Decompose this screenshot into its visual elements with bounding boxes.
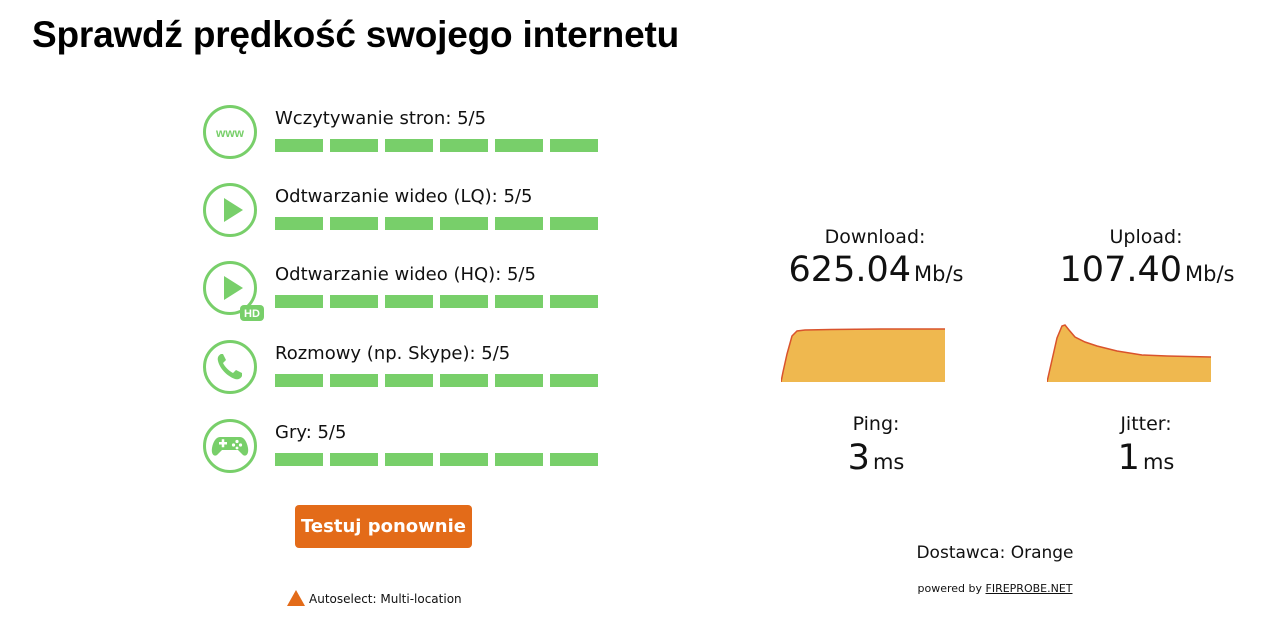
quality-row-video-hq: HD Odtwarzanie wideo (HQ): 5/5	[203, 261, 598, 321]
score-segment	[550, 139, 598, 152]
quality-label: Rozmowy (np. Skype): 5/5	[275, 343, 511, 364]
score-segment	[275, 453, 323, 466]
score-segment	[275, 139, 323, 152]
score-segment	[385, 374, 433, 387]
ping-value: 3 ms	[746, 438, 1006, 478]
upload-unit: Mb/s	[1185, 262, 1235, 286]
score-segment	[440, 453, 488, 466]
upload-label: Upload:	[1109, 226, 1183, 248]
score-segment	[495, 295, 543, 308]
score-segment	[495, 453, 543, 466]
jitter-value: 1 ms	[1016, 438, 1276, 478]
page-title: Sprawdź prędkość swojego internetu	[32, 14, 679, 55]
autoselect-label: Autoselect: Multi-location	[309, 592, 462, 606]
download-graph	[781, 328, 945, 382]
quality-label: Odtwarzanie wideo (HQ): 5/5	[275, 264, 536, 285]
ping-number: 3	[847, 438, 870, 478]
score-segment	[550, 453, 598, 466]
jitter-label: Jitter:	[1120, 413, 1172, 435]
score-segment	[330, 217, 378, 230]
powered-by: powered by FIREPROBE.NET	[895, 582, 1095, 595]
svg-text:www: www	[215, 126, 245, 140]
quality-label: Odtwarzanie wideo (LQ): 5/5	[275, 186, 533, 207]
score-segment	[330, 453, 378, 466]
score-segment	[385, 295, 433, 308]
retest-button[interactable]: Testuj ponownie	[295, 505, 472, 548]
phone-icon	[203, 340, 257, 394]
quality-row-calls: Rozmowy (np. Skype): 5/5	[203, 340, 598, 400]
score-segment	[275, 217, 323, 230]
ping-label: Ping:	[852, 413, 900, 435]
jitter-unit: ms	[1142, 450, 1175, 474]
powered-by-prefix: powered by	[917, 582, 983, 595]
score-segment	[330, 295, 378, 308]
www-icon: www	[203, 105, 257, 159]
quality-row-video-lq: Odtwarzanie wideo (LQ): 5/5	[203, 183, 598, 243]
play-hd-icon: HD	[203, 261, 264, 321]
upload-value: 107.40 Mb/s	[1017, 250, 1277, 290]
score-segment	[495, 217, 543, 230]
score-segment	[440, 295, 488, 308]
score-segment	[275, 295, 323, 308]
score-segment	[275, 374, 323, 387]
quality-row-games: Gry: 5/5	[203, 419, 598, 479]
score-segment	[550, 217, 598, 230]
score-segment	[440, 374, 488, 387]
score-segment	[385, 139, 433, 152]
quality-label: Wczytywanie stron: 5/5	[275, 108, 487, 129]
score-segment	[330, 139, 378, 152]
score-segment	[495, 139, 543, 152]
download-unit: Mb/s	[914, 262, 964, 286]
provider-label: Dostawca: Orange	[916, 543, 1074, 563]
score-segment	[440, 139, 488, 152]
svg-text:HD: HD	[244, 308, 260, 320]
server-autoselect[interactable]: Autoselect: Multi-location	[287, 590, 462, 609]
warning-triangle-icon	[287, 590, 305, 609]
play-icon	[203, 183, 257, 237]
download-label: Download:	[824, 226, 926, 248]
score-segment	[550, 374, 598, 387]
score-segment	[330, 374, 378, 387]
quality-label: Gry: 5/5	[275, 422, 347, 443]
download-value: 625.04 Mb/s	[746, 250, 1006, 290]
gamepad-icon	[203, 419, 257, 473]
quality-row-pages: www Wczytywanie stron: 5/5	[203, 105, 598, 165]
upload-graph	[1047, 324, 1211, 382]
jitter-number: 1	[1117, 438, 1140, 478]
score-segment	[440, 217, 488, 230]
score-segment	[385, 217, 433, 230]
fireprobe-link[interactable]: FIREPROBE.NET	[985, 582, 1073, 595]
score-segment	[495, 374, 543, 387]
ping-unit: ms	[872, 450, 905, 474]
download-number: 625.04	[788, 250, 911, 290]
score-segment	[385, 453, 433, 466]
score-segment	[550, 295, 598, 308]
upload-number: 107.40	[1059, 250, 1182, 290]
